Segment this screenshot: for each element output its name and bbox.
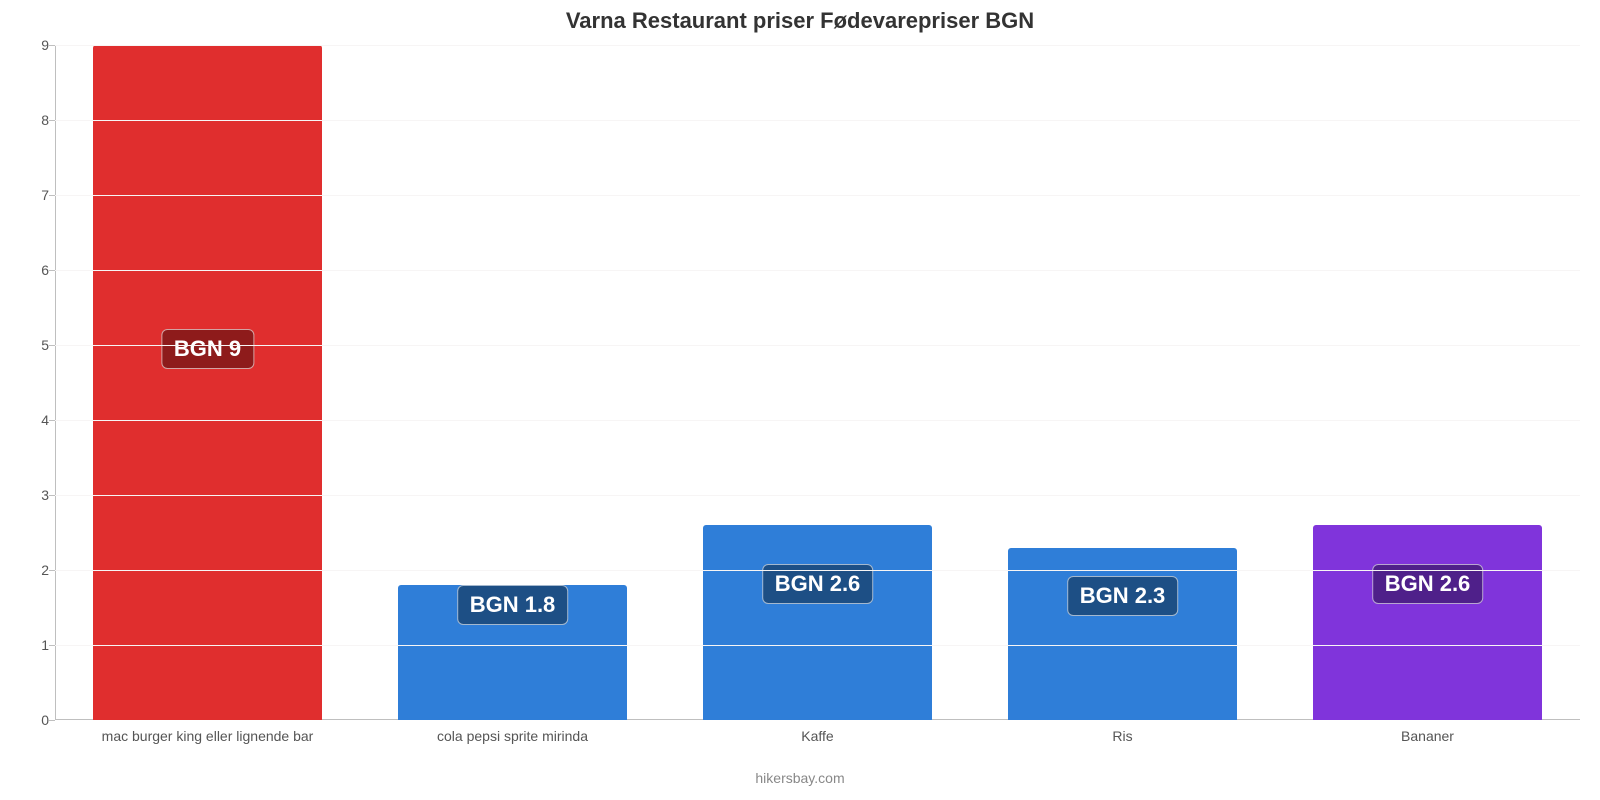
chart-container: Varna Restaurant priser Fødevarepriser B…	[0, 0, 1600, 800]
grid-line	[55, 45, 1580, 46]
bar	[703, 525, 932, 720]
y-tick-label: 5	[25, 337, 49, 353]
x-tick-label: cola pepsi sprite mirinda	[437, 728, 588, 744]
y-tick-mark	[49, 345, 55, 346]
x-tick-label: Ris	[1112, 728, 1132, 744]
y-tick-mark	[49, 120, 55, 121]
y-tick-label: 9	[25, 37, 49, 53]
y-tick-mark	[49, 420, 55, 421]
grid-line	[55, 195, 1580, 196]
footer-label: hikersbay.com	[0, 770, 1600, 786]
x-tick-label: mac burger king eller lignende bar	[102, 728, 314, 744]
x-tick-label: Kaffe	[801, 728, 833, 744]
y-tick-mark	[49, 195, 55, 196]
x-tick-label: Bananer	[1401, 728, 1454, 744]
y-tick-mark	[49, 645, 55, 646]
grid-line	[55, 120, 1580, 121]
y-tick-label: 2	[25, 562, 49, 578]
bar-value-label: BGN 2.3	[1067, 576, 1179, 616]
y-tick-label: 7	[25, 187, 49, 203]
y-tick-mark	[49, 495, 55, 496]
bar-value-label: BGN 9	[161, 329, 254, 369]
y-tick-mark	[49, 570, 55, 571]
y-tick-label: 3	[25, 487, 49, 503]
bar-slot: BGN 9mac burger king eller lignende bar	[55, 45, 360, 720]
grid-line	[55, 420, 1580, 421]
bar-slot: BGN 2.3Ris	[970, 45, 1275, 720]
plot-area: BGN 9mac burger king eller lignende barB…	[55, 45, 1580, 720]
y-tick-mark	[49, 720, 55, 721]
bars-layer: BGN 9mac burger king eller lignende barB…	[55, 45, 1580, 720]
bar-value-label: BGN 1.8	[457, 585, 569, 625]
bar	[1313, 525, 1542, 720]
bar-slot: BGN 2.6Bananer	[1275, 45, 1580, 720]
y-tick-mark	[49, 45, 55, 46]
chart-title: Varna Restaurant priser Fødevarepriser B…	[0, 0, 1600, 34]
grid-line	[55, 345, 1580, 346]
bar-slot: BGN 1.8cola pepsi sprite mirinda	[360, 45, 665, 720]
y-tick-mark	[49, 270, 55, 271]
y-tick-label: 4	[25, 412, 49, 428]
bar-slot: BGN 2.6Kaffe	[665, 45, 970, 720]
grid-line	[55, 570, 1580, 571]
y-tick-label: 6	[25, 262, 49, 278]
grid-line	[55, 495, 1580, 496]
bar	[1008, 548, 1237, 721]
grid-line	[55, 270, 1580, 271]
y-tick-label: 8	[25, 112, 49, 128]
y-tick-label: 0	[25, 712, 49, 728]
bar	[93, 45, 322, 720]
y-tick-label: 1	[25, 637, 49, 653]
grid-line	[55, 645, 1580, 646]
